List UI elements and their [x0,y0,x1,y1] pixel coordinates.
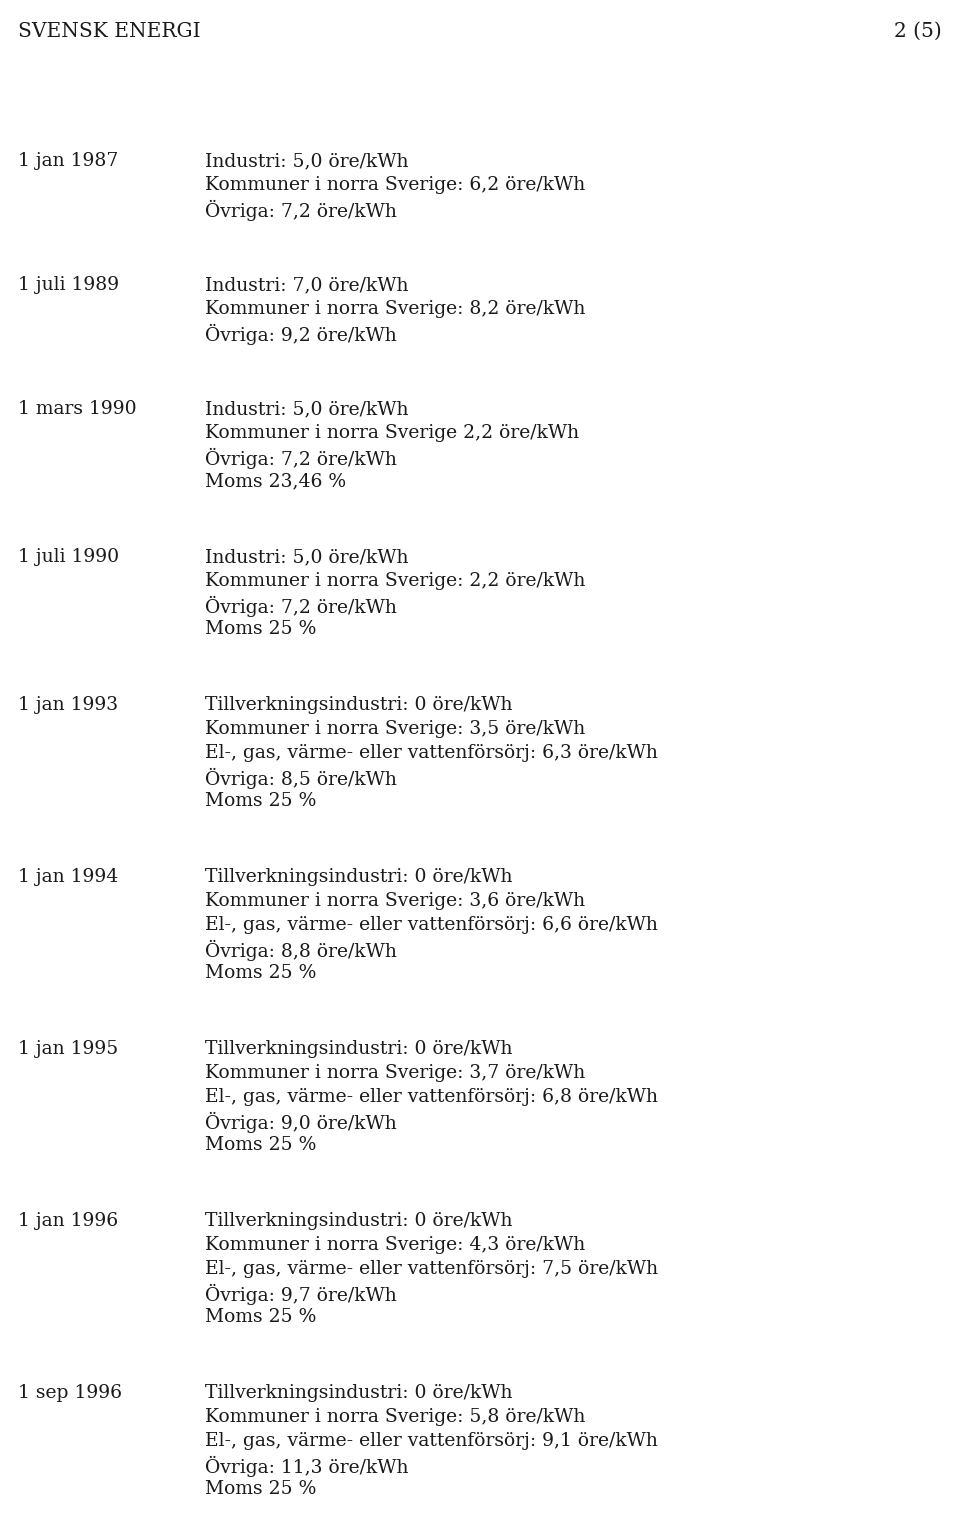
Text: Tillverkningsindustri: 0 öre/kWh: Tillverkningsindustri: 0 öre/kWh [205,867,513,886]
Text: Övriga: 7,2 öre/kWh: Övriga: 7,2 öre/kWh [205,597,396,617]
Text: 1 jan 1995: 1 jan 1995 [18,1040,118,1058]
Text: Övriga: 9,2 öre/kWh: Övriga: 9,2 öre/kWh [205,325,396,345]
Text: Tillverkningsindustri: 0 öre/kWh: Tillverkningsindustri: 0 öre/kWh [205,1384,513,1403]
Text: Kommuner i norra Sverige: 3,6 öre/kWh: Kommuner i norra Sverige: 3,6 öre/kWh [205,892,586,910]
Text: Moms 25 %: Moms 25 % [205,1307,317,1326]
Text: Industri: 5,0 öre/kWh: Industri: 5,0 öre/kWh [205,152,409,171]
Text: 1 juli 1990: 1 juli 1990 [18,548,119,566]
Text: 1 jan 1987: 1 jan 1987 [18,152,118,171]
Text: Kommuner i norra Sverige: 5,8 öre/kWh: Kommuner i norra Sverige: 5,8 öre/kWh [205,1407,586,1426]
Text: Kommuner i norra Sverige: 4,3 öre/kWh: Kommuner i norra Sverige: 4,3 öre/kWh [205,1237,586,1253]
Text: 1 jan 1993: 1 jan 1993 [18,697,118,714]
Text: Kommuner i norra Sverige: 2,2 öre/kWh: Kommuner i norra Sverige: 2,2 öre/kWh [205,572,586,591]
Text: Övriga: 8,8 öre/kWh: Övriga: 8,8 öre/kWh [205,940,396,961]
Text: 1 juli 1989: 1 juli 1989 [18,275,119,294]
Text: SVENSK ENERGI: SVENSK ENERGI [18,22,201,42]
Text: El-, gas, värme- eller vattenförsörj: 9,1 öre/kWh: El-, gas, värme- eller vattenförsörj: 9,… [205,1432,658,1450]
Text: 1 sep 1996: 1 sep 1996 [18,1384,122,1403]
Text: Moms 25 %: Moms 25 % [205,1137,317,1154]
Text: El-, gas, värme- eller vattenförsörj: 6,3 öre/kWh: El-, gas, värme- eller vattenförsörj: 6,… [205,744,658,761]
Text: Industri: 5,0 öre/kWh: Industri: 5,0 öre/kWh [205,548,409,566]
Text: Övriga: 8,5 öre/kWh: Övriga: 8,5 öre/kWh [205,767,396,789]
Text: Kommuner i norra Sverige: 6,2 öre/kWh: Kommuner i norra Sverige: 6,2 öre/kWh [205,175,586,194]
Text: Tillverkningsindustri: 0 öre/kWh: Tillverkningsindustri: 0 öre/kWh [205,1040,513,1058]
Text: Moms 25 %: Moms 25 % [205,620,317,638]
Text: Moms 23,46 %: Moms 23,46 % [205,472,347,491]
Text: Övriga: 7,2 öre/kWh: Övriga: 7,2 öre/kWh [205,448,396,469]
Text: Kommuner i norra Sverige: 8,2 öre/kWh: Kommuner i norra Sverige: 8,2 öre/kWh [205,300,586,318]
Text: 2 (5): 2 (5) [895,22,942,42]
Text: Kommuner i norra Sverige: 3,5 öre/kWh: Kommuner i norra Sverige: 3,5 öre/kWh [205,720,586,738]
Text: El-, gas, värme- eller vattenförsörj: 6,8 öre/kWh: El-, gas, värme- eller vattenförsörj: 6,… [205,1087,658,1106]
Text: El-, gas, värme- eller vattenförsörj: 6,6 öre/kWh: El-, gas, värme- eller vattenförsörj: 6,… [205,917,658,934]
Text: Övriga: 9,7 öre/kWh: Övriga: 9,7 öre/kWh [205,1284,396,1306]
Text: 1 jan 1996: 1 jan 1996 [18,1212,118,1230]
Text: Moms 25 %: Moms 25 % [205,792,317,811]
Text: 1 jan 1994: 1 jan 1994 [18,867,118,886]
Text: Kommuner i norra Sverige: 3,7 öre/kWh: Kommuner i norra Sverige: 3,7 öre/kWh [205,1064,586,1083]
Text: Industri: 5,0 öre/kWh: Industri: 5,0 öre/kWh [205,400,409,418]
Text: El-, gas, värme- eller vattenförsörj: 7,5 öre/kWh: El-, gas, värme- eller vattenförsörj: 7,… [205,1260,659,1278]
Text: 1 mars 1990: 1 mars 1990 [18,400,136,418]
Text: Moms 25 %: Moms 25 % [205,1480,317,1498]
Text: Kommuner i norra Sverige 2,2 öre/kWh: Kommuner i norra Sverige 2,2 öre/kWh [205,424,579,441]
Text: Tillverkningsindustri: 0 öre/kWh: Tillverkningsindustri: 0 öre/kWh [205,1212,513,1230]
Text: Övriga: 11,3 öre/kWh: Övriga: 11,3 öre/kWh [205,1456,409,1476]
Text: Industri: 7,0 öre/kWh: Industri: 7,0 öre/kWh [205,275,409,294]
Text: Tillverkningsindustri: 0 öre/kWh: Tillverkningsindustri: 0 öre/kWh [205,697,513,714]
Text: Övriga: 7,2 öre/kWh: Övriga: 7,2 öre/kWh [205,200,396,221]
Text: Övriga: 9,0 öre/kWh: Övriga: 9,0 öre/kWh [205,1112,396,1134]
Text: Moms 25 %: Moms 25 % [205,964,317,981]
